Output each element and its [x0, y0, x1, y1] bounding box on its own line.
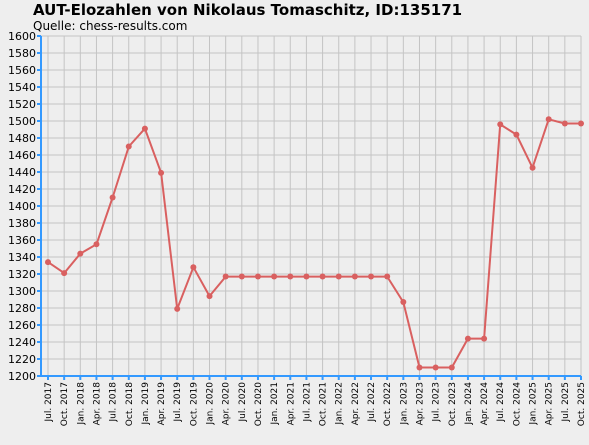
x-tick-label: Apr. 2018	[92, 382, 102, 426]
y-tick-label: 1300	[8, 285, 36, 298]
x-tick-label: Apr. 2024	[480, 382, 490, 426]
data-point	[513, 131, 520, 138]
x-tick-label: Oct. 2024	[512, 382, 522, 426]
data-point	[222, 273, 229, 280]
x-tick-label: Apr. 2020	[222, 382, 232, 426]
y-tick-label: 1380	[8, 217, 36, 230]
y-tick-label: 1480	[8, 132, 36, 145]
y-tick-label: 1360	[8, 234, 36, 247]
y-tick-label: 1540	[8, 81, 36, 94]
data-point	[335, 273, 342, 280]
x-tick-label: Jul. 2018	[109, 382, 119, 423]
x-tick-label: Jan. 2025	[529, 382, 539, 426]
data-point	[206, 293, 213, 300]
data-point	[125, 143, 132, 150]
y-tick-label: 1400	[8, 200, 36, 213]
data-point	[368, 273, 375, 280]
x-tick-label: Apr. 2023	[415, 382, 425, 425]
y-tick-label: 1220	[8, 353, 36, 366]
data-point	[432, 364, 439, 371]
data-point	[303, 273, 310, 280]
data-point	[464, 335, 471, 342]
data-point	[319, 273, 326, 280]
data-point	[287, 273, 294, 280]
data-point	[45, 259, 51, 266]
y-tick-label: 1280	[8, 302, 36, 315]
x-tick-label: Jul. 2023	[432, 382, 442, 423]
data-point	[351, 273, 358, 280]
series-line	[47, 118, 581, 369]
x-tick-label: Apr. 2022	[351, 382, 361, 425]
y-tick-label: 1600	[8, 30, 36, 43]
y-tick-label: 1500	[8, 115, 36, 128]
data-point	[238, 273, 245, 280]
y-tick-label: 1420	[8, 183, 36, 196]
data-point	[578, 120, 584, 127]
x-tick-label: Oct. 2020	[254, 382, 264, 426]
y-tick-label: 1240	[8, 336, 36, 349]
data-point	[448, 364, 455, 371]
x-tick-label: Jul. 2025	[561, 382, 571, 423]
data-point	[561, 120, 568, 127]
data-point	[77, 250, 84, 257]
data-point	[400, 299, 407, 306]
data-point	[271, 273, 278, 280]
data-point	[190, 264, 197, 271]
data-point	[109, 194, 116, 201]
data-point	[61, 270, 68, 277]
data-point	[416, 364, 423, 371]
y-tick-label: 1580	[8, 47, 36, 60]
data-point	[93, 241, 100, 248]
data-point	[254, 273, 261, 280]
data-point	[529, 164, 536, 171]
chart-title: AUT-Elozahlen von Nikolaus Tomaschitz, I…	[33, 1, 463, 19]
x-tick-label: Jan. 2018	[76, 382, 86, 426]
x-tick-label: Jul. 2019	[173, 382, 183, 423]
data-point	[497, 121, 504, 128]
x-tick-label: Oct. 2021	[319, 382, 329, 426]
x-tick-label: Jul. 2021	[302, 382, 312, 423]
x-tick-label: Oct. 2022	[383, 382, 393, 426]
x-tick-label: Oct. 2018	[125, 382, 135, 426]
x-tick-label: Apr. 2019	[157, 382, 167, 426]
x-tick-label: Jan. 2019	[141, 382, 151, 426]
y-tick-label: 1340	[8, 251, 36, 264]
x-tick-label: Apr. 2021	[286, 382, 296, 425]
y-tick-label: 1200	[8, 370, 36, 383]
data-point	[158, 169, 165, 176]
x-tick-label: Oct. 2019	[189, 382, 199, 426]
x-tick-label: Jan. 2022	[335, 382, 345, 426]
data-point	[141, 125, 148, 132]
data-point	[384, 273, 391, 280]
x-tick-label: Jul. 2020	[238, 382, 248, 423]
x-tick-label: Oct. 2025	[577, 382, 587, 426]
y-tick-label: 1440	[8, 166, 36, 179]
y-tick-label: 1560	[8, 64, 36, 77]
data-point	[481, 335, 488, 342]
x-tick-label: Oct. 2023	[448, 382, 458, 426]
data-point	[174, 305, 181, 312]
data-point	[545, 116, 552, 123]
x-tick-label: Oct. 2017	[60, 382, 70, 426]
x-tick-label: Jan. 2021	[270, 382, 280, 426]
x-tick-label: Jul. 2017	[44, 382, 54, 423]
y-tick-label: 1520	[8, 98, 36, 111]
x-tick-label: Jul. 2022	[367, 382, 377, 423]
y-tick-label: 1260	[8, 319, 36, 332]
x-tick-label: Jan. 2024	[464, 382, 474, 426]
y-tick-label: 1460	[8, 149, 36, 162]
y-tick-label: 1320	[8, 268, 36, 281]
chart-subtitle: Quelle: chess-results.com	[33, 19, 188, 33]
x-tick-label: Jan. 2023	[399, 382, 409, 426]
x-tick-label: Apr. 2025	[545, 382, 555, 425]
x-tick-label: Jul. 2024	[496, 382, 506, 423]
x-tick-label: Jan. 2020	[206, 382, 216, 426]
